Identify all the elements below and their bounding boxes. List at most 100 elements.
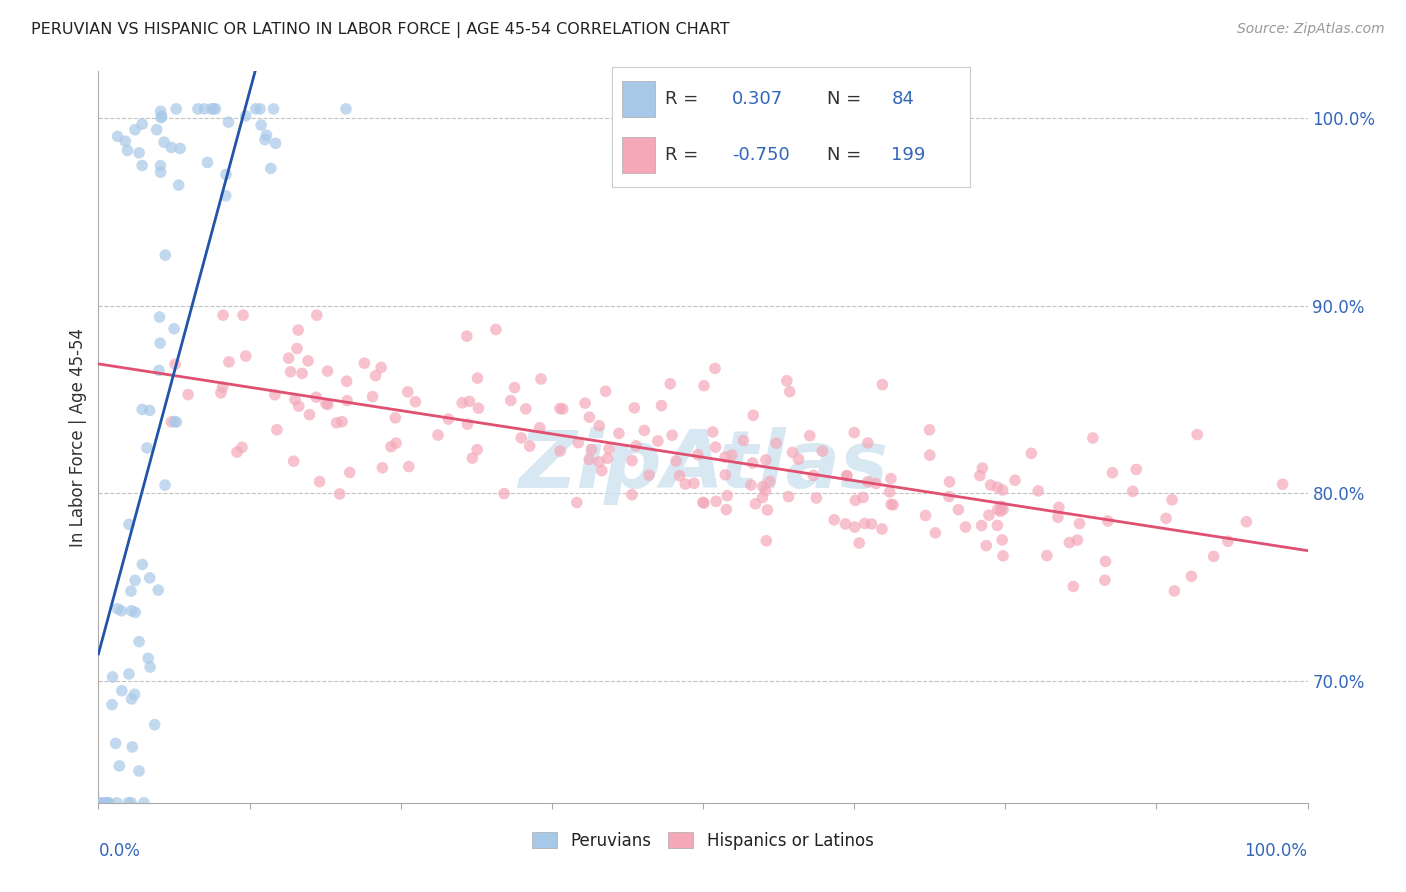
Point [1097,514,1119,528]
Point [245,102,267,116]
Point [298,408,321,422]
Point [131,117,153,131]
Point [396,384,419,399]
Point [955,520,977,534]
Point [686,448,709,462]
Point [96,796,118,810]
Point [704,440,727,454]
Point [1202,549,1225,564]
Point [315,396,337,410]
Point [986,480,1008,494]
Point [150,109,173,123]
Point [530,372,553,386]
Point [165,102,187,116]
Point [565,495,588,509]
Point [107,601,129,615]
Point [155,248,177,262]
Point [117,144,139,158]
Point [714,467,737,482]
Point [948,502,970,516]
Point [380,440,402,454]
Point [623,401,645,415]
Point [980,478,1002,492]
Point [756,503,779,517]
Point [744,497,766,511]
Point [835,468,858,483]
Point [266,423,288,437]
Point [148,363,170,377]
Point [834,516,856,531]
Point [823,513,845,527]
Point [285,342,308,356]
Point [596,451,619,466]
Point [848,536,870,550]
Point [107,129,129,144]
Point [1026,483,1049,498]
Point [519,439,541,453]
Point [361,390,384,404]
Point [647,434,669,448]
Point [551,401,574,416]
Point [339,466,361,480]
Point [969,468,991,483]
Point [759,475,782,489]
Point [638,468,661,483]
Point [197,155,219,169]
Point [90,796,112,810]
Point [856,436,879,450]
Point [136,441,159,455]
Point [145,122,167,136]
Point [336,393,359,408]
Point [451,396,474,410]
Point [693,378,716,392]
Point [755,453,778,467]
Point [918,448,941,462]
Point [461,451,484,466]
Point [588,455,610,469]
Point [720,448,742,462]
Point [1094,573,1116,587]
Point [835,469,858,483]
Point [588,418,610,433]
Point [844,493,866,508]
Point [1047,500,1070,515]
Point [860,516,883,531]
Point [149,104,172,119]
Point [991,502,1014,516]
Point [263,388,285,402]
Point [1234,515,1257,529]
Point [398,459,420,474]
Point [755,533,778,548]
Point [714,450,737,465]
Point [277,351,299,366]
Point [974,539,997,553]
Point [149,165,172,179]
Point [779,384,801,399]
Point [1069,516,1091,531]
Point [880,472,903,486]
Point [1021,446,1043,460]
Point [249,102,271,116]
Point [153,478,176,492]
Text: 0.307: 0.307 [731,90,783,109]
Point [437,412,460,426]
Point [1161,492,1184,507]
Point [353,356,375,370]
Point [287,399,309,413]
Point [503,381,526,395]
Point [404,394,426,409]
Point [458,394,481,409]
Point [131,558,153,572]
Point [110,604,132,618]
Point [167,178,190,193]
Text: ZipAtlas: ZipAtlas [517,427,889,506]
Point [316,364,339,378]
Point [231,441,253,455]
Point [465,442,488,457]
Point [297,354,319,368]
Point [456,329,478,343]
Point [187,102,209,116]
Text: 84: 84 [891,90,914,109]
Point [163,322,186,336]
Point [260,161,283,176]
